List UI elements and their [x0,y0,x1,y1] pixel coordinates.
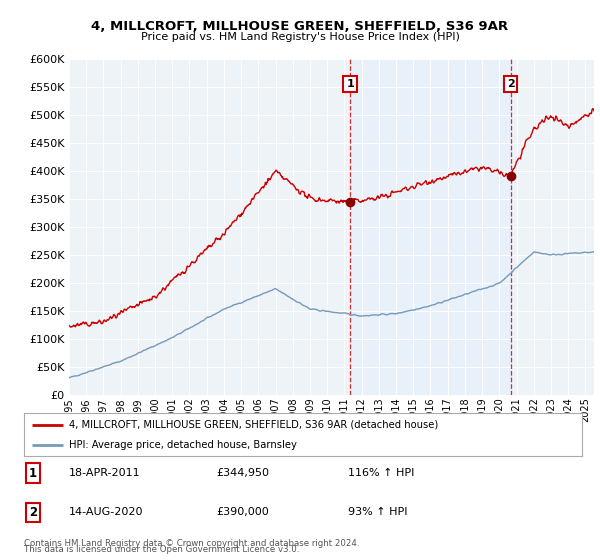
Text: 2: 2 [29,506,37,519]
Text: This data is licensed under the Open Government Licence v3.0.: This data is licensed under the Open Gov… [24,545,299,554]
Text: 2: 2 [507,79,515,89]
Text: 14-AUG-2020: 14-AUG-2020 [69,507,143,517]
Text: 1: 1 [29,466,37,480]
Text: 93% ↑ HPI: 93% ↑ HPI [348,507,407,517]
Text: Price paid vs. HM Land Registry's House Price Index (HPI): Price paid vs. HM Land Registry's House … [140,32,460,43]
Text: HPI: Average price, detached house, Barnsley: HPI: Average price, detached house, Barn… [68,440,296,450]
Text: 18-APR-2011: 18-APR-2011 [69,468,140,478]
Text: 4, MILLCROFT, MILLHOUSE GREEN, SHEFFIELD, S36 9AR (detached house): 4, MILLCROFT, MILLHOUSE GREEN, SHEFFIELD… [68,419,438,430]
Text: 1: 1 [346,79,354,89]
Bar [350,59,511,395]
Text: Contains HM Land Registry data © Crown copyright and database right 2024.: Contains HM Land Registry data © Crown c… [24,539,359,548]
Text: 116% ↑ HPI: 116% ↑ HPI [348,468,415,478]
Text: £344,950: £344,950 [216,468,269,478]
Text: 4, MILLCROFT, MILLHOUSE GREEN, SHEFFIELD, S36 9AR: 4, MILLCROFT, MILLHOUSE GREEN, SHEFFIELD… [91,20,509,32]
Text: £390,000: £390,000 [216,507,269,517]
